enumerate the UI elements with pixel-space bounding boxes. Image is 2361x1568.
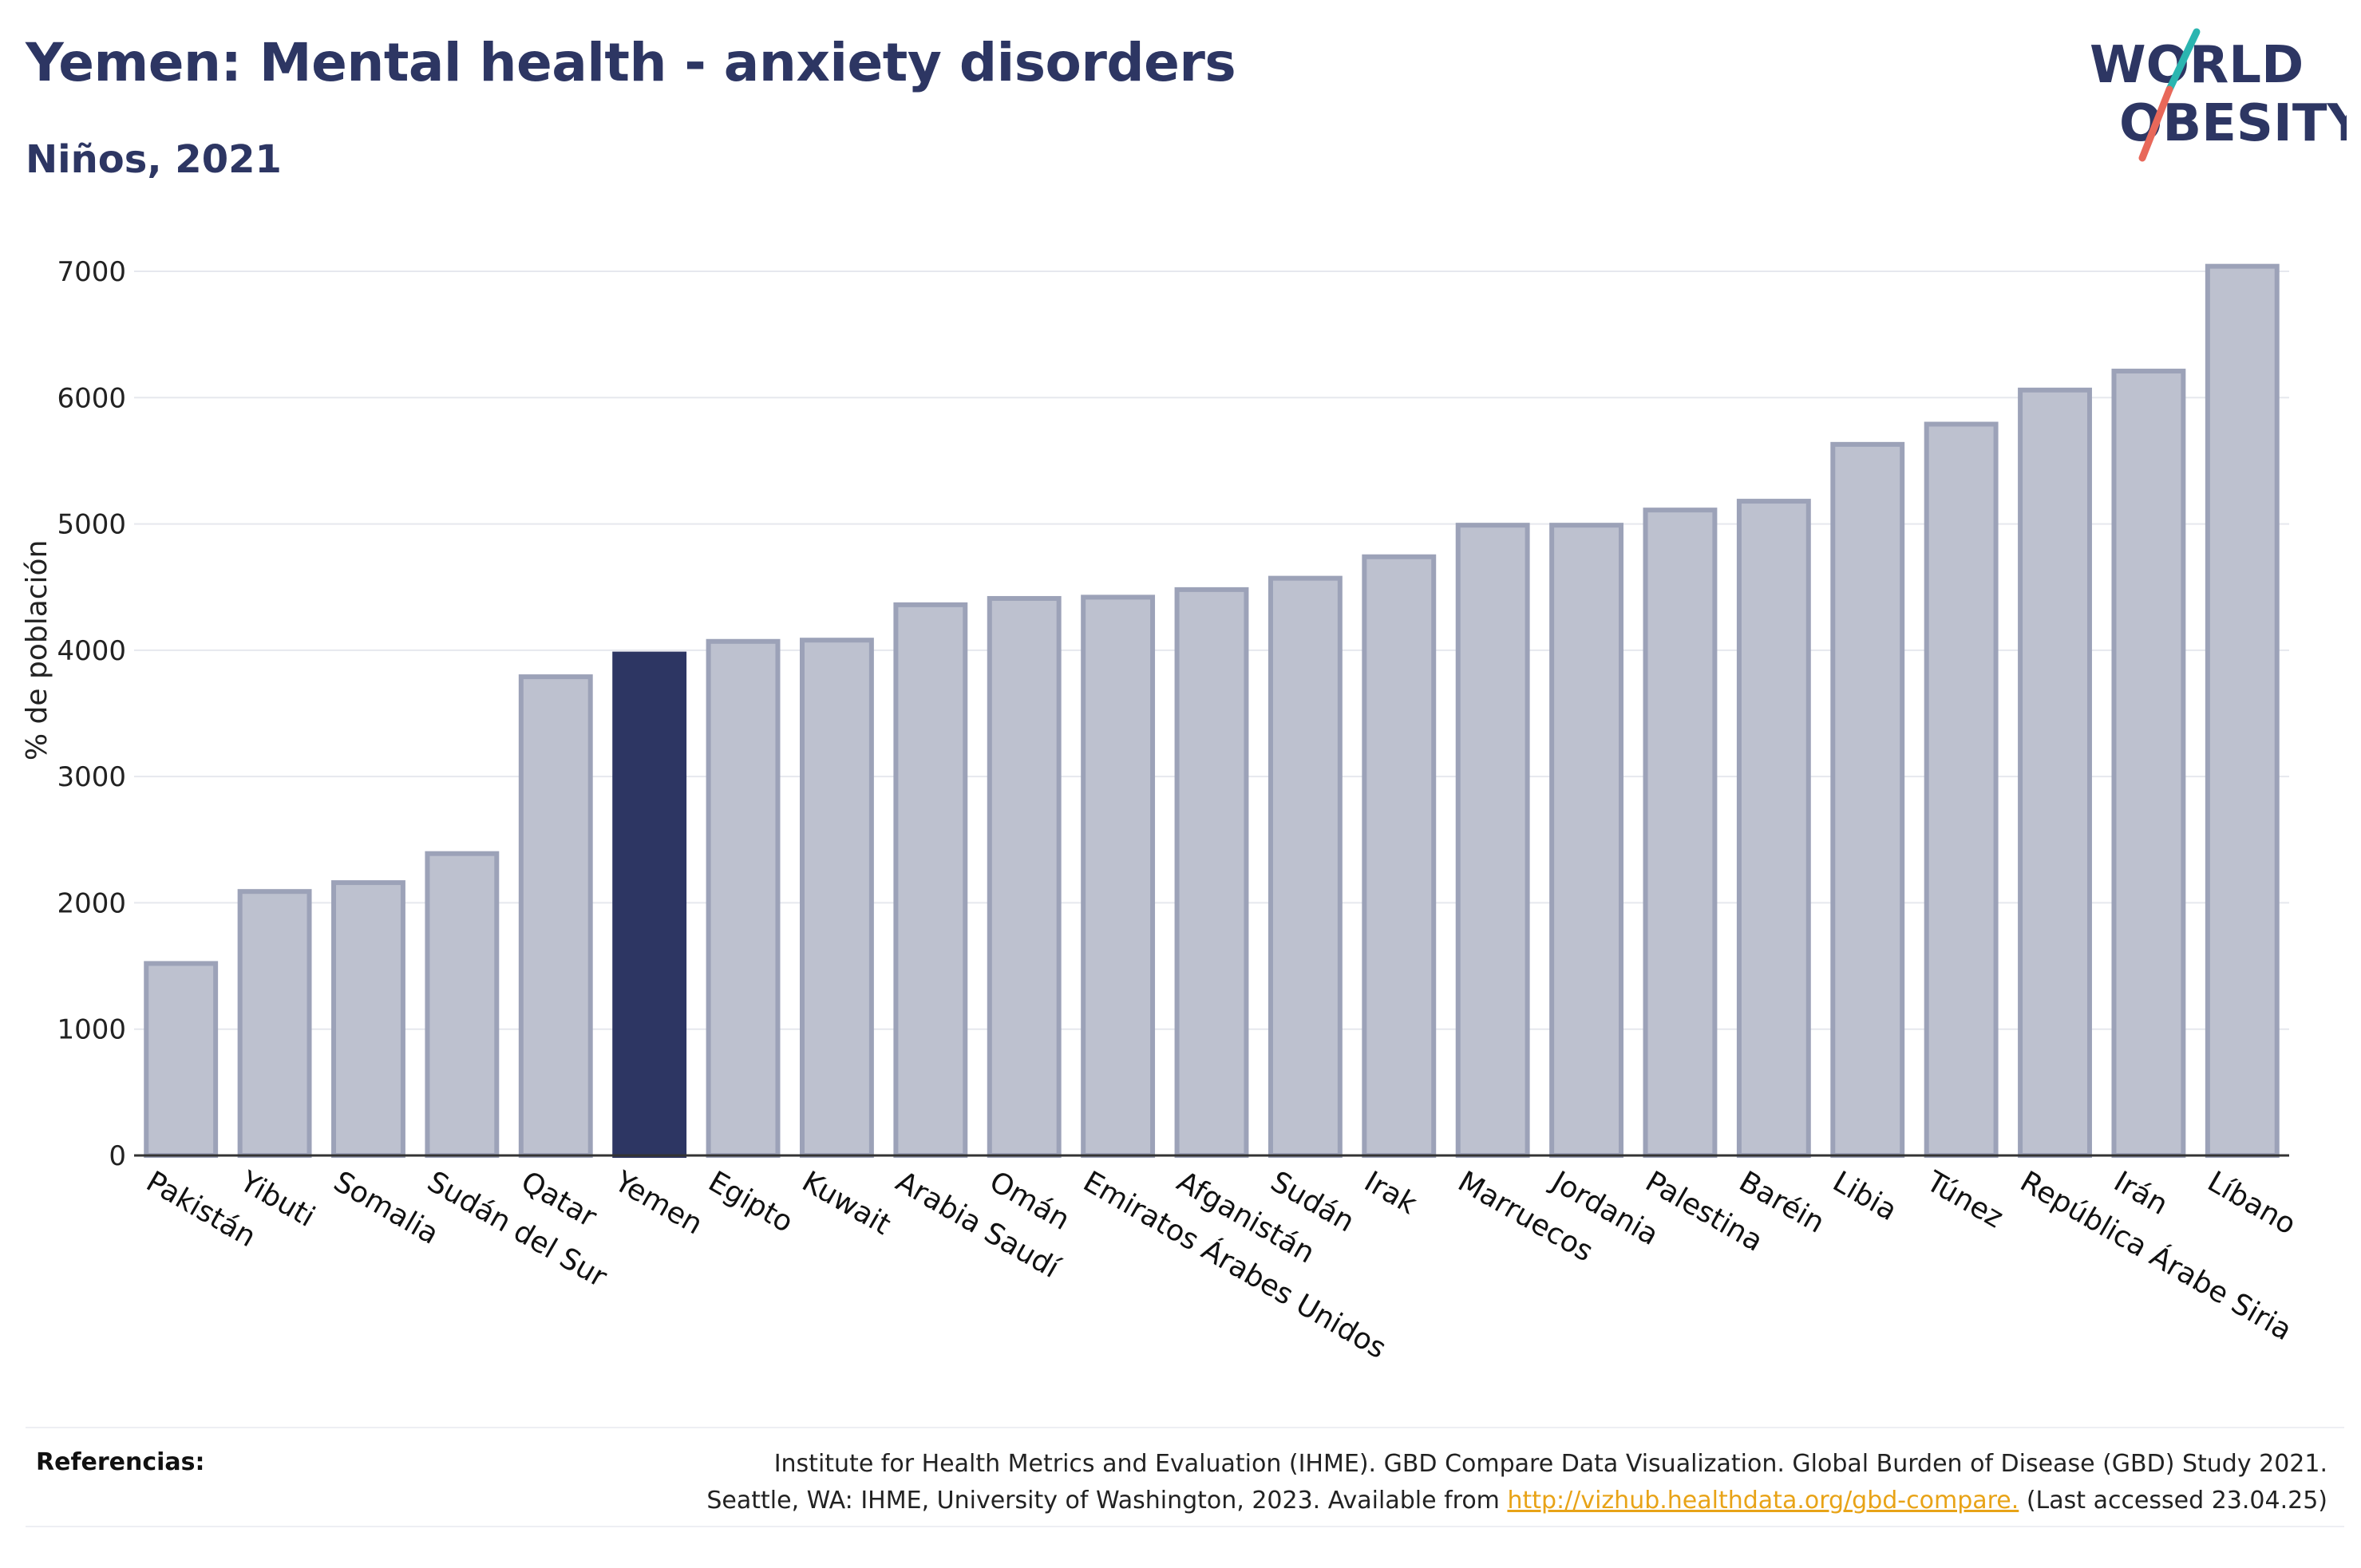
- y-tick-label: 4000: [57, 635, 126, 667]
- x-tick-label: Irak: [1358, 1165, 1422, 1221]
- bar-marruecos[interactable]: [1455, 523, 1530, 1158]
- y-tick-label: 0: [109, 1140, 126, 1172]
- axis-layer: 0 1000 2000 3000 4000 5000 6000 7000: [57, 256, 2289, 1172]
- references-link[interactable]: http://vizhub.healthdata.org/gbd-compare…: [1507, 1487, 2019, 1515]
- bar-república-árabe-siria[interactable]: [2018, 387, 2092, 1158]
- bar-palestina[interactable]: [1643, 508, 1718, 1159]
- chart-title: Yemen: Mental health - anxiety disorders: [26, 32, 1236, 93]
- bar-sudán-del-sur[interactable]: [425, 851, 500, 1158]
- references-text: Institute for Health Metrics and Evaluat…: [492, 1446, 2327, 1519]
- x-tick-label: Egipto: [703, 1165, 799, 1239]
- bar-emiratos-árabes-unidos[interactable]: [1081, 594, 1156, 1158]
- chart-subtitle: Niños, 2021: [26, 137, 282, 182]
- x-tick-label: Kuwait: [797, 1165, 896, 1242]
- y-tick-label: 6000: [57, 382, 126, 414]
- bar-omán[interactable]: [987, 595, 1062, 1158]
- bar-chart: 0 1000 2000 3000 4000 5000 6000 7000 PakistánYi…: [21, 256, 2301, 1365]
- bar-irán[interactable]: [2111, 369, 2186, 1158]
- x-tick-label: Libia: [1827, 1165, 1902, 1227]
- references-line-2-suffix: (Last accessed 23.04.25): [2019, 1487, 2327, 1515]
- y-tick-label: 7000: [57, 256, 126, 288]
- bar-jordania[interactable]: [1549, 523, 1624, 1158]
- y-tick-label: 3000: [57, 761, 126, 793]
- x-tick-label: Líbano: [2202, 1165, 2301, 1241]
- logo-line-1: WORLD: [2090, 36, 2304, 95]
- bar-túnez[interactable]: [1924, 421, 1999, 1159]
- bar-afganistán[interactable]: [1174, 587, 1249, 1158]
- bar-yibuti[interactable]: [237, 889, 312, 1158]
- bar-yemen[interactable]: [612, 651, 687, 1158]
- x-tick-label: Somalia: [328, 1165, 444, 1251]
- bar-kuwait[interactable]: [800, 638, 874, 1158]
- bar-sudán[interactable]: [1268, 575, 1343, 1158]
- x-tick-label: Yemen: [608, 1165, 708, 1242]
- x-tick-label: Irán: [2108, 1165, 2173, 1222]
- references-label: Referencias:: [36, 1448, 205, 1476]
- logo-slash-bottom: [2138, 85, 2173, 162]
- references-divider-bottom: [26, 1526, 2344, 1527]
- bar-pakistán[interactable]: [144, 961, 219, 1158]
- y-tick-label: 2000: [57, 887, 126, 919]
- bar-arabia-saudí[interactable]: [893, 602, 968, 1159]
- bar-líbano[interactable]: [2205, 263, 2280, 1158]
- y-tick-label: 5000: [57, 509, 126, 541]
- bar-libia[interactable]: [1830, 441, 1905, 1158]
- references-line-2-prefix: Seattle, WA: IHME, University of Washing…: [706, 1487, 1508, 1515]
- y-axis-label: % de población: [21, 540, 53, 761]
- x-tick-label: Túnez: [1920, 1165, 2009, 1235]
- world-obesity-logo: WORLD OBESITY: [2090, 28, 2347, 162]
- logo-slash-top: [2165, 28, 2201, 93]
- bar-somalia[interactable]: [331, 880, 405, 1158]
- bar-irak[interactable]: [1362, 554, 1437, 1158]
- bar-egipto[interactable]: [706, 638, 781, 1158]
- bars-layer: [144, 263, 2280, 1159]
- bar-baréin[interactable]: [1736, 499, 1811, 1158]
- references-line-1: Institute for Health Metrics and Evaluat…: [773, 1450, 2327, 1478]
- bar-qatar[interactable]: [518, 674, 593, 1158]
- y-tick-label: 1000: [57, 1014, 126, 1046]
- references-divider-top: [26, 1427, 2344, 1428]
